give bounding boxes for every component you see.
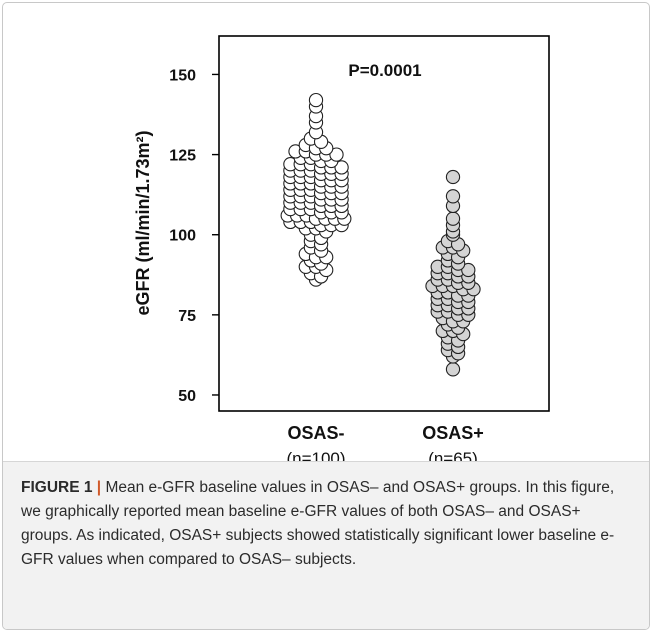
x-group-label: OSAS-	[287, 423, 344, 443]
y-tick-label: 100	[169, 228, 196, 245]
caption-text: Mean e-GFR baseline values in OSAS– and …	[21, 479, 615, 568]
data-point-osas-pos	[445, 189, 461, 204]
plot-frame	[218, 35, 550, 412]
y-tick-label: 125	[169, 148, 196, 165]
data-point-osas-neg	[308, 92, 324, 108]
caption-label: FIGURE 1	[21, 479, 93, 496]
x-group-sublabel: (n=65)	[428, 449, 478, 461]
y-tick-label: 75	[178, 308, 196, 325]
scatter-chart: 50 75 100 125 150 P=0.0001 eGFR (ml/min/1.73…	[133, 35, 550, 468]
y-tick-label: 150	[169, 67, 196, 84]
data-point-osas-pos	[461, 262, 476, 278]
y-tick-label: 50	[178, 388, 196, 405]
p-value-annotation: P=0.0001	[348, 61, 421, 80]
data-point-osas-neg	[329, 147, 344, 162]
figure-frame: 50 75 100 125 150 P=0.0001 eGFR (ml/min/1.73…	[2, 2, 650, 630]
x-group-label: OSAS+	[422, 423, 484, 443]
data-point-osas-pos	[445, 211, 461, 226]
data-points	[280, 92, 481, 377]
data-point-osas-neg	[334, 160, 349, 175]
y-axis-label: eGFR (ml/min/1.73m²)	[133, 130, 153, 315]
figure-caption: FIGURE 1 | Mean e-GFR baseline values in…	[3, 461, 649, 629]
caption-separator: |	[96, 479, 102, 496]
x-axis-labels: OSAS- (n=100) OSAS+ (n=65)	[286, 423, 484, 468]
data-point-osas-pos	[445, 169, 461, 185]
data-point-osas-pos	[445, 362, 461, 377]
y-axis-ticks: 50 75 100 125 150	[169, 67, 219, 405]
x-group-sublabel: (n=100)	[286, 449, 345, 461]
chart-area: 50 75 100 125 150 P=0.0001 eGFR (ml/min/1.73…	[3, 3, 649, 468]
